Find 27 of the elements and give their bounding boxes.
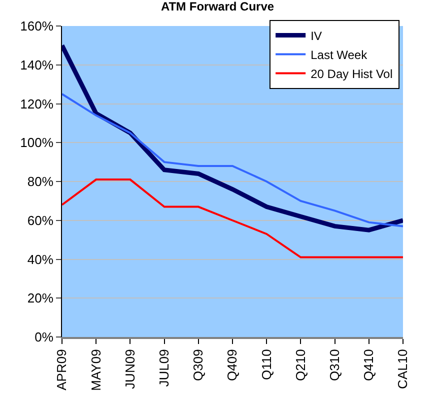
line-series bbox=[62, 43, 403, 232]
line-series bbox=[62, 178, 403, 258]
y-tick-label: 60% bbox=[27, 212, 54, 228]
line-series bbox=[62, 93, 403, 228]
x-tick-label: Q409 bbox=[224, 349, 240, 382]
x-tick-label: CAL10 bbox=[395, 349, 410, 389]
legend-label: Last Week bbox=[310, 48, 368, 62]
legend-label: 20 Day Hist Vol bbox=[310, 66, 393, 81]
x-tick-label: Q309 bbox=[190, 349, 206, 382]
x-tick-label: JUN09 bbox=[122, 349, 138, 389]
y-tick-label: 140% bbox=[20, 57, 54, 72]
x-tick-label: JUL09 bbox=[156, 349, 172, 387]
chart-title: ATM Forward Curve bbox=[160, 0, 274, 14]
x-tick-label: Q310 bbox=[327, 349, 342, 382]
x-tick-label: MAY09 bbox=[88, 349, 104, 391]
y-tick-label: 0% bbox=[34, 330, 54, 345]
x-tick-label: Q410 bbox=[361, 349, 376, 382]
y-tick-label: 120% bbox=[20, 96, 54, 112]
x-tick-label: Q110 bbox=[258, 349, 274, 380]
x-tick-label: APR09 bbox=[54, 349, 70, 390]
y-tick-label: 100% bbox=[20, 135, 54, 150]
y-tick-label: 20% bbox=[27, 290, 54, 306]
y-tick-label: 40% bbox=[27, 252, 54, 267]
legend-label: IV bbox=[310, 28, 322, 43]
x-tick-label: Q210 bbox=[292, 349, 308, 382]
y-tick-label: 160% bbox=[20, 18, 54, 34]
y-tick-label: 80% bbox=[27, 174, 54, 190]
